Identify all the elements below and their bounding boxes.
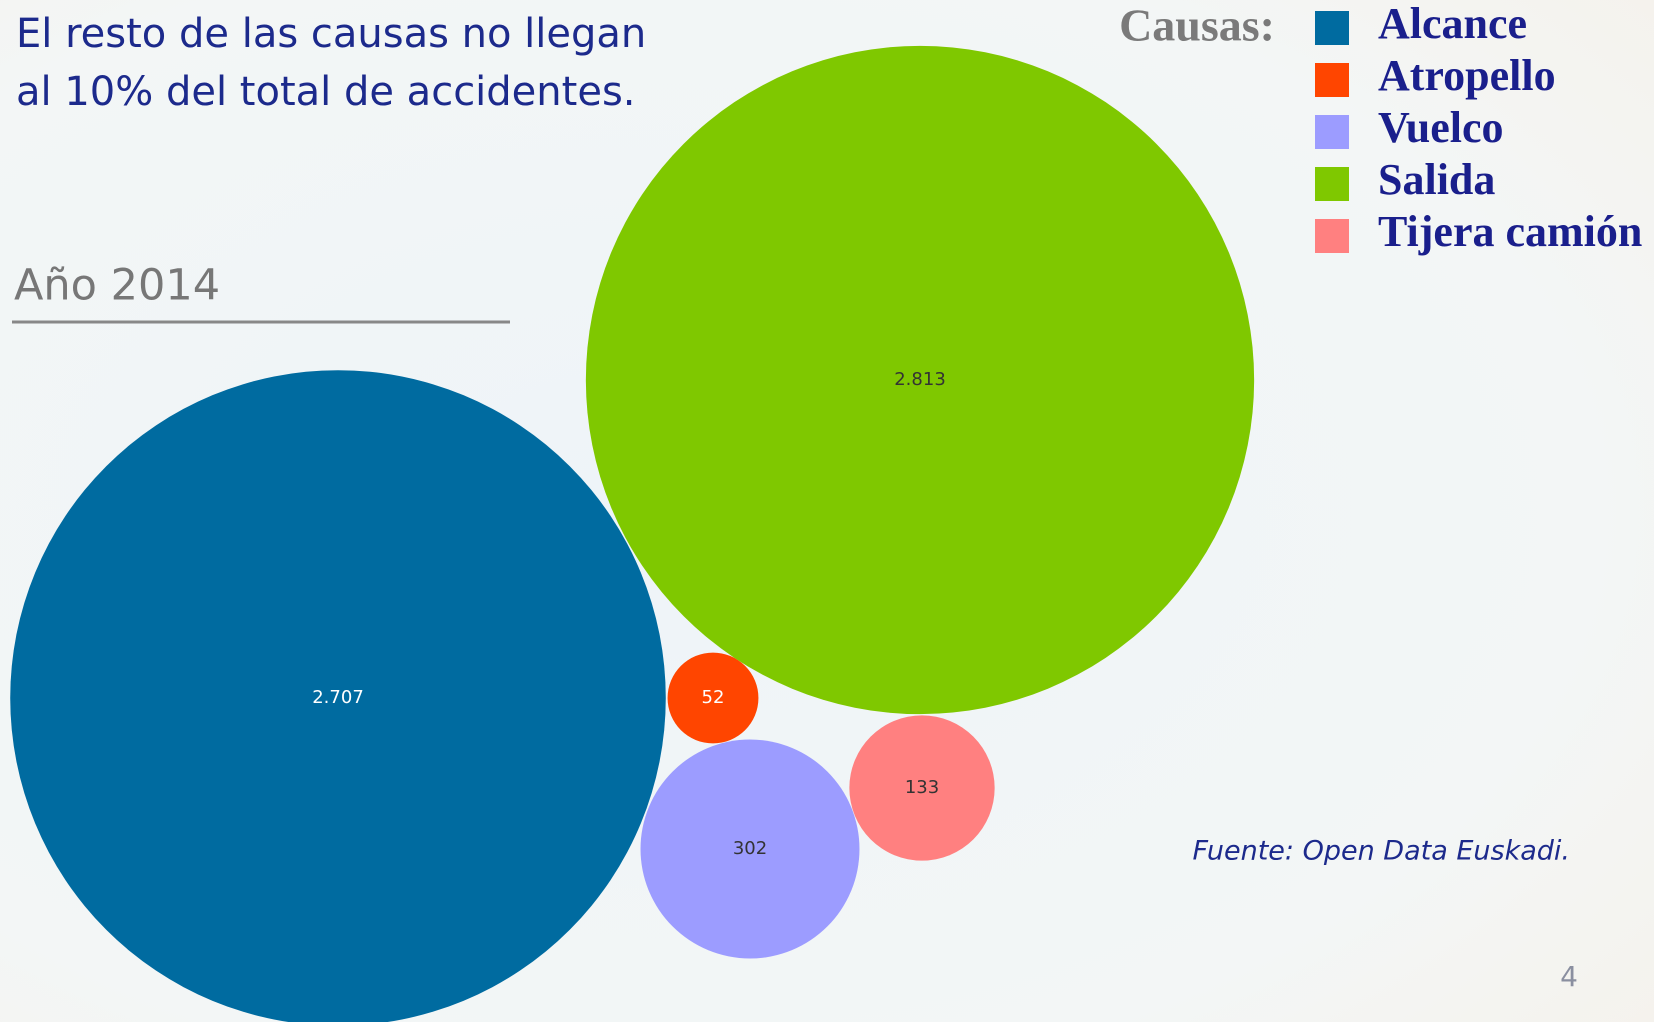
- legend-label: Vuelco: [1378, 103, 1504, 152]
- source: Fuente: Open Data Euskadi.: [1192, 836, 1570, 867]
- legend-label: Tijera camión: [1378, 207, 1642, 256]
- bubble: [640, 739, 860, 959]
- bubble: [667, 652, 759, 744]
- legend-title: Causas:: [1119, 0, 1275, 51]
- data-label: 302: [733, 838, 767, 859]
- legend-swatch: [1315, 11, 1349, 45]
- data-label: 2.813: [894, 369, 946, 390]
- data-label: 133: [905, 777, 939, 798]
- bubble: [849, 715, 995, 861]
- bubble: [10, 370, 666, 1022]
- legend-swatch: [1315, 63, 1349, 97]
- legend-swatch: [1315, 219, 1349, 253]
- data-label: 2.707: [312, 687, 364, 708]
- bubble: [585, 45, 1255, 715]
- subtitle: Año 2014: [14, 261, 220, 311]
- legend-swatch: [1315, 167, 1349, 201]
- title-line: al 10% del total de accidentes.: [16, 69, 636, 115]
- legend-label: Salida: [1378, 155, 1495, 204]
- page-number: 4: [1560, 960, 1578, 993]
- legend-label: Atropello: [1378, 51, 1556, 100]
- legend-swatch: [1315, 115, 1349, 149]
- legend-label: Alcance: [1378, 0, 1527, 48]
- title-line: El resto de las causas no llegan: [16, 11, 646, 57]
- data-label: 52: [702, 687, 725, 708]
